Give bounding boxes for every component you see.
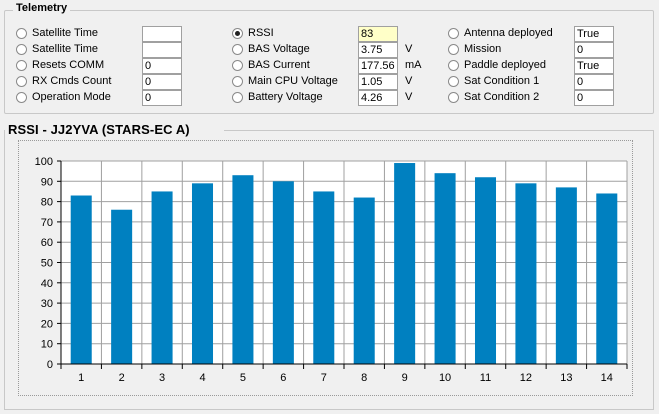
y-tick-label: 90 bbox=[41, 176, 53, 188]
chart-group-divider bbox=[224, 130, 654, 131]
radio-battery-voltage[interactable] bbox=[232, 92, 243, 103]
radio-mission[interactable] bbox=[448, 44, 459, 55]
label-antenna-deployed: Antenna deployed bbox=[464, 27, 553, 39]
unit-battery-voltage: V bbox=[405, 91, 413, 103]
bar-2 bbox=[111, 209, 133, 364]
field-battery-voltage[interactable]: 4.26 bbox=[358, 90, 398, 106]
x-tick-label: 7 bbox=[321, 372, 327, 384]
field-satellite-time-1[interactable] bbox=[142, 26, 182, 42]
radio-satellite-time-1[interactable] bbox=[16, 28, 27, 39]
y-tick-label: 100 bbox=[35, 156, 53, 168]
radio-operation-mode[interactable] bbox=[16, 92, 27, 103]
bar-11 bbox=[474, 177, 497, 364]
y-tick-label: 40 bbox=[41, 278, 53, 290]
radio-bas-current[interactable] bbox=[232, 60, 243, 71]
x-tick-label: 12 bbox=[520, 372, 532, 384]
bar-5 bbox=[232, 175, 254, 364]
label-mission: Mission bbox=[464, 43, 502, 55]
y-tick-label: 80 bbox=[41, 197, 53, 209]
chart-bars bbox=[70, 163, 618, 364]
bar-7 bbox=[313, 191, 335, 364]
x-tick-label: 11 bbox=[480, 372, 491, 384]
label-rx-cmds-count: RX Cmds Count bbox=[32, 75, 112, 87]
chart-title: RSSI - JJ2YVA (STARS-EC A) bbox=[8, 122, 190, 137]
radio-rx-cmds-count[interactable] bbox=[16, 76, 27, 87]
bar-4 bbox=[191, 183, 214, 364]
y-tick-label: 70 bbox=[41, 217, 53, 229]
bar-8 bbox=[353, 197, 375, 364]
field-rx-cmds-count[interactable]: 0 bbox=[142, 74, 182, 90]
bar-13 bbox=[555, 187, 577, 364]
x-tick-label: 3 bbox=[159, 372, 165, 384]
x-tick-label: 2 bbox=[119, 372, 125, 384]
y-tick-label: 20 bbox=[41, 318, 53, 330]
unit-bas-voltage: V bbox=[405, 43, 413, 55]
field-paddle-deployed[interactable]: True bbox=[574, 58, 614, 74]
label-satellite-time-1: Satellite Time bbox=[32, 27, 99, 39]
y-tick-label: 50 bbox=[41, 258, 53, 270]
x-tick-label: 6 bbox=[280, 372, 286, 384]
chart-axes bbox=[57, 160, 628, 369]
label-sat-condition-1: Sat Condition 1 bbox=[464, 75, 540, 87]
y-tick-label: 30 bbox=[41, 298, 53, 310]
label-main-cpu-voltage: Main CPU Voltage bbox=[248, 75, 338, 87]
x-tick-label: 14 bbox=[601, 372, 613, 384]
label-paddle-deployed: Paddle deployed bbox=[464, 59, 546, 71]
bar-6 bbox=[272, 181, 294, 364]
label-bas-current: BAS Current bbox=[248, 59, 310, 71]
field-bas-voltage[interactable]: 3.75 bbox=[358, 42, 398, 58]
x-tick-label: 9 bbox=[402, 372, 408, 384]
field-rssi[interactable]: 83 bbox=[358, 26, 398, 42]
radio-resets-comm[interactable] bbox=[16, 60, 27, 71]
label-operation-mode: Operation Mode bbox=[32, 91, 111, 103]
x-tick-label: 4 bbox=[199, 372, 205, 384]
unit-bas-current: mA bbox=[405, 59, 422, 71]
field-resets-comm[interactable]: 0 bbox=[142, 58, 182, 74]
radio-antenna-deployed[interactable] bbox=[448, 28, 459, 39]
label-battery-voltage: Battery Voltage bbox=[248, 91, 323, 103]
field-satellite-time-2[interactable] bbox=[142, 42, 182, 58]
bar-10 bbox=[434, 173, 456, 364]
x-tick-label: 5 bbox=[240, 372, 246, 384]
y-tick-label: 60 bbox=[41, 237, 53, 249]
label-resets-comm: Resets COMM bbox=[32, 59, 105, 71]
chart-group bbox=[4, 130, 654, 410]
radio-paddle-deployed[interactable] bbox=[448, 60, 459, 71]
x-tick-label: 13 bbox=[560, 372, 572, 384]
x-tick-label: 8 bbox=[361, 372, 367, 384]
label-sat-condition-2: Sat Condition 2 bbox=[464, 91, 540, 103]
radio-satellite-time-2[interactable] bbox=[16, 44, 27, 55]
radio-main-cpu-voltage[interactable] bbox=[232, 76, 243, 87]
label-bas-voltage: BAS Voltage bbox=[248, 43, 310, 55]
unit-main-cpu-voltage: V bbox=[405, 75, 413, 87]
telemetry-group bbox=[4, 10, 654, 114]
radio-rssi[interactable] bbox=[232, 28, 243, 39]
bar-3 bbox=[151, 191, 173, 364]
telemetry-group-title: Telemetry bbox=[13, 2, 71, 14]
chart-frame bbox=[18, 140, 633, 396]
radio-bas-voltage[interactable] bbox=[232, 44, 243, 55]
label-satellite-time-2: Satellite Time bbox=[32, 43, 99, 55]
y-tick-label: 10 bbox=[41, 339, 53, 351]
radio-sat-condition-2[interactable] bbox=[448, 92, 459, 103]
bar-1 bbox=[70, 195, 92, 364]
field-main-cpu-voltage[interactable]: 1.05 bbox=[358, 74, 398, 90]
field-sat-condition-1[interactable]: 0 bbox=[574, 74, 614, 90]
field-sat-condition-2[interactable]: 0 bbox=[574, 90, 614, 106]
field-mission[interactable]: 0 bbox=[574, 42, 614, 58]
bar-9 bbox=[394, 163, 416, 364]
field-bas-current[interactable]: 177.56 bbox=[358, 58, 398, 74]
label-rssi: RSSI bbox=[248, 27, 274, 39]
chart-grid bbox=[60, 160, 628, 365]
field-operation-mode[interactable]: 0 bbox=[142, 90, 182, 106]
bar-12 bbox=[515, 183, 537, 364]
y-tick-label: 0 bbox=[47, 359, 53, 371]
field-antenna-deployed[interactable]: True bbox=[574, 26, 614, 42]
bar-14 bbox=[596, 193, 618, 364]
x-tick-label: 10 bbox=[439, 372, 451, 384]
radio-sat-condition-1[interactable] bbox=[448, 76, 459, 87]
x-tick-label: 1 bbox=[78, 372, 84, 384]
